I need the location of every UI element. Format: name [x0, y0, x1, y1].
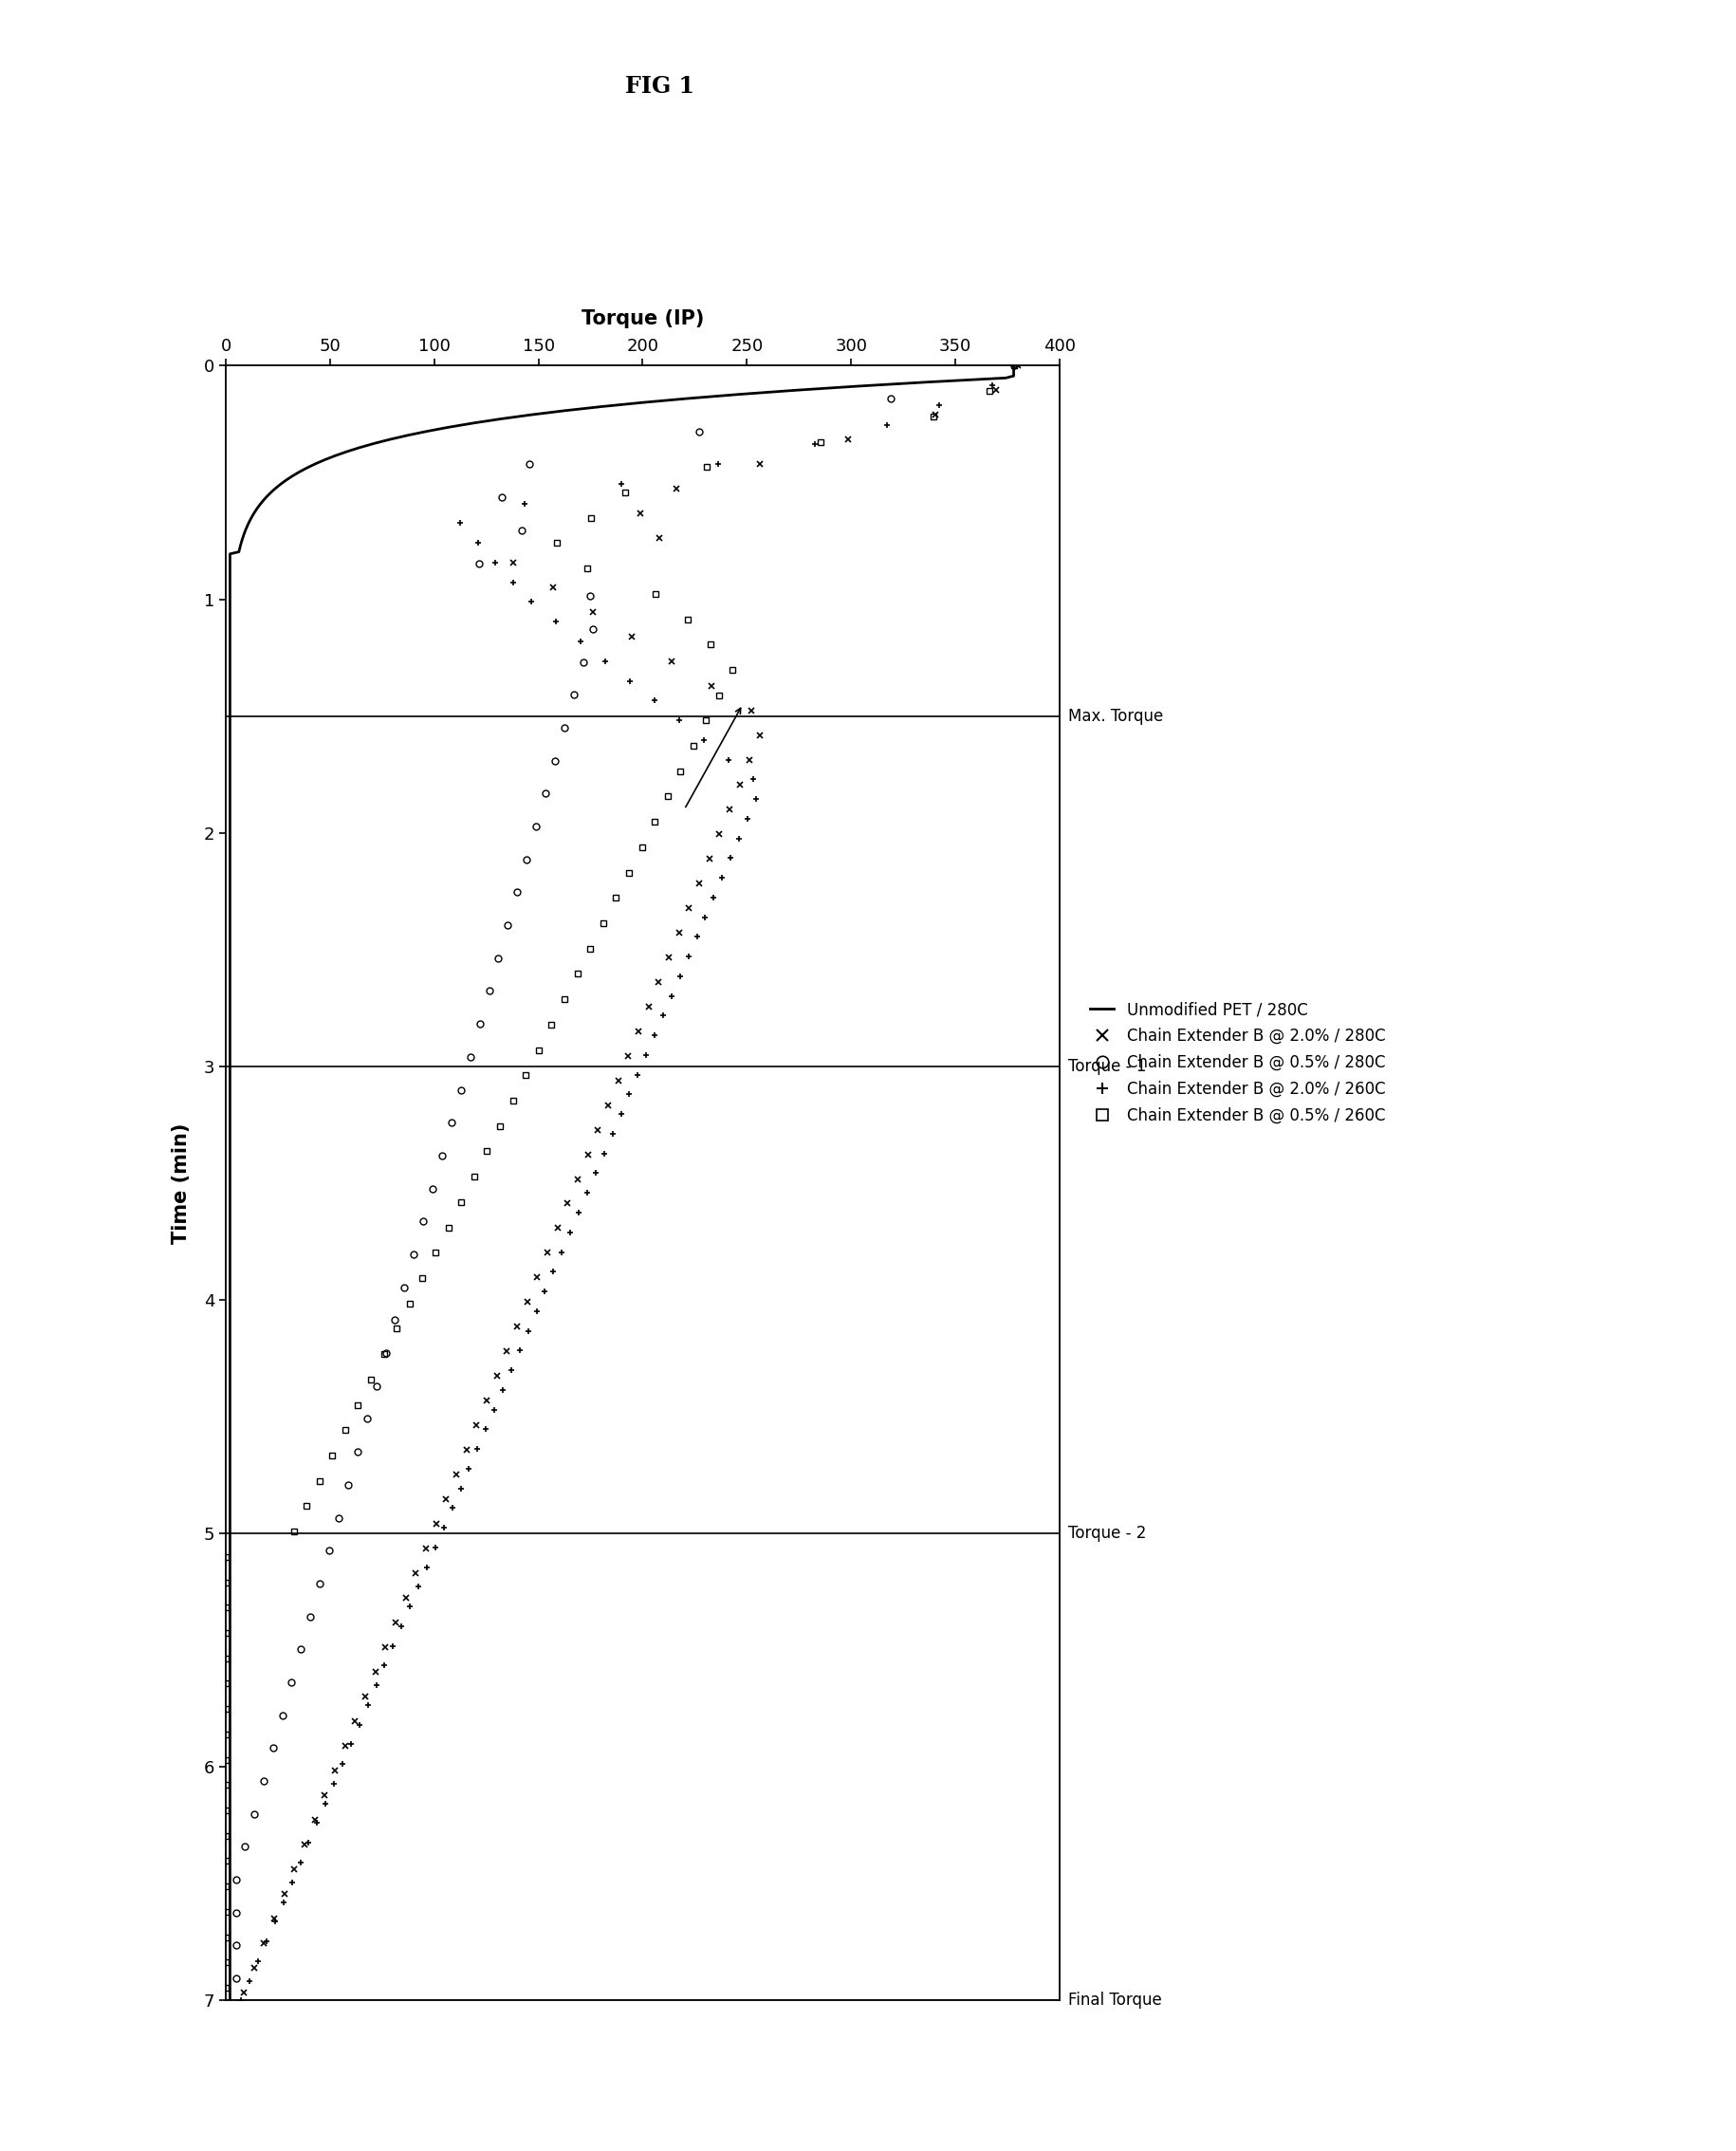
Legend: Unmodified PET / 280C, Chain Extender B @ 2.0% / 280C, Chain Extender B @ 0.5% /: Unmodified PET / 280C, Chain Extender B …	[1083, 994, 1391, 1131]
Text: Torque - 2: Torque - 2	[1068, 1525, 1146, 1542]
Text: Torque - 1: Torque - 1	[1068, 1058, 1146, 1076]
Y-axis label: Time (min): Time (min)	[172, 1123, 191, 1243]
Text: Final Torque: Final Torque	[1068, 1992, 1161, 2009]
Text: Max. Torque: Max. Torque	[1068, 708, 1163, 725]
Text: FIG 1: FIG 1	[625, 75, 694, 99]
X-axis label: Torque (IP): Torque (IP)	[582, 310, 703, 327]
